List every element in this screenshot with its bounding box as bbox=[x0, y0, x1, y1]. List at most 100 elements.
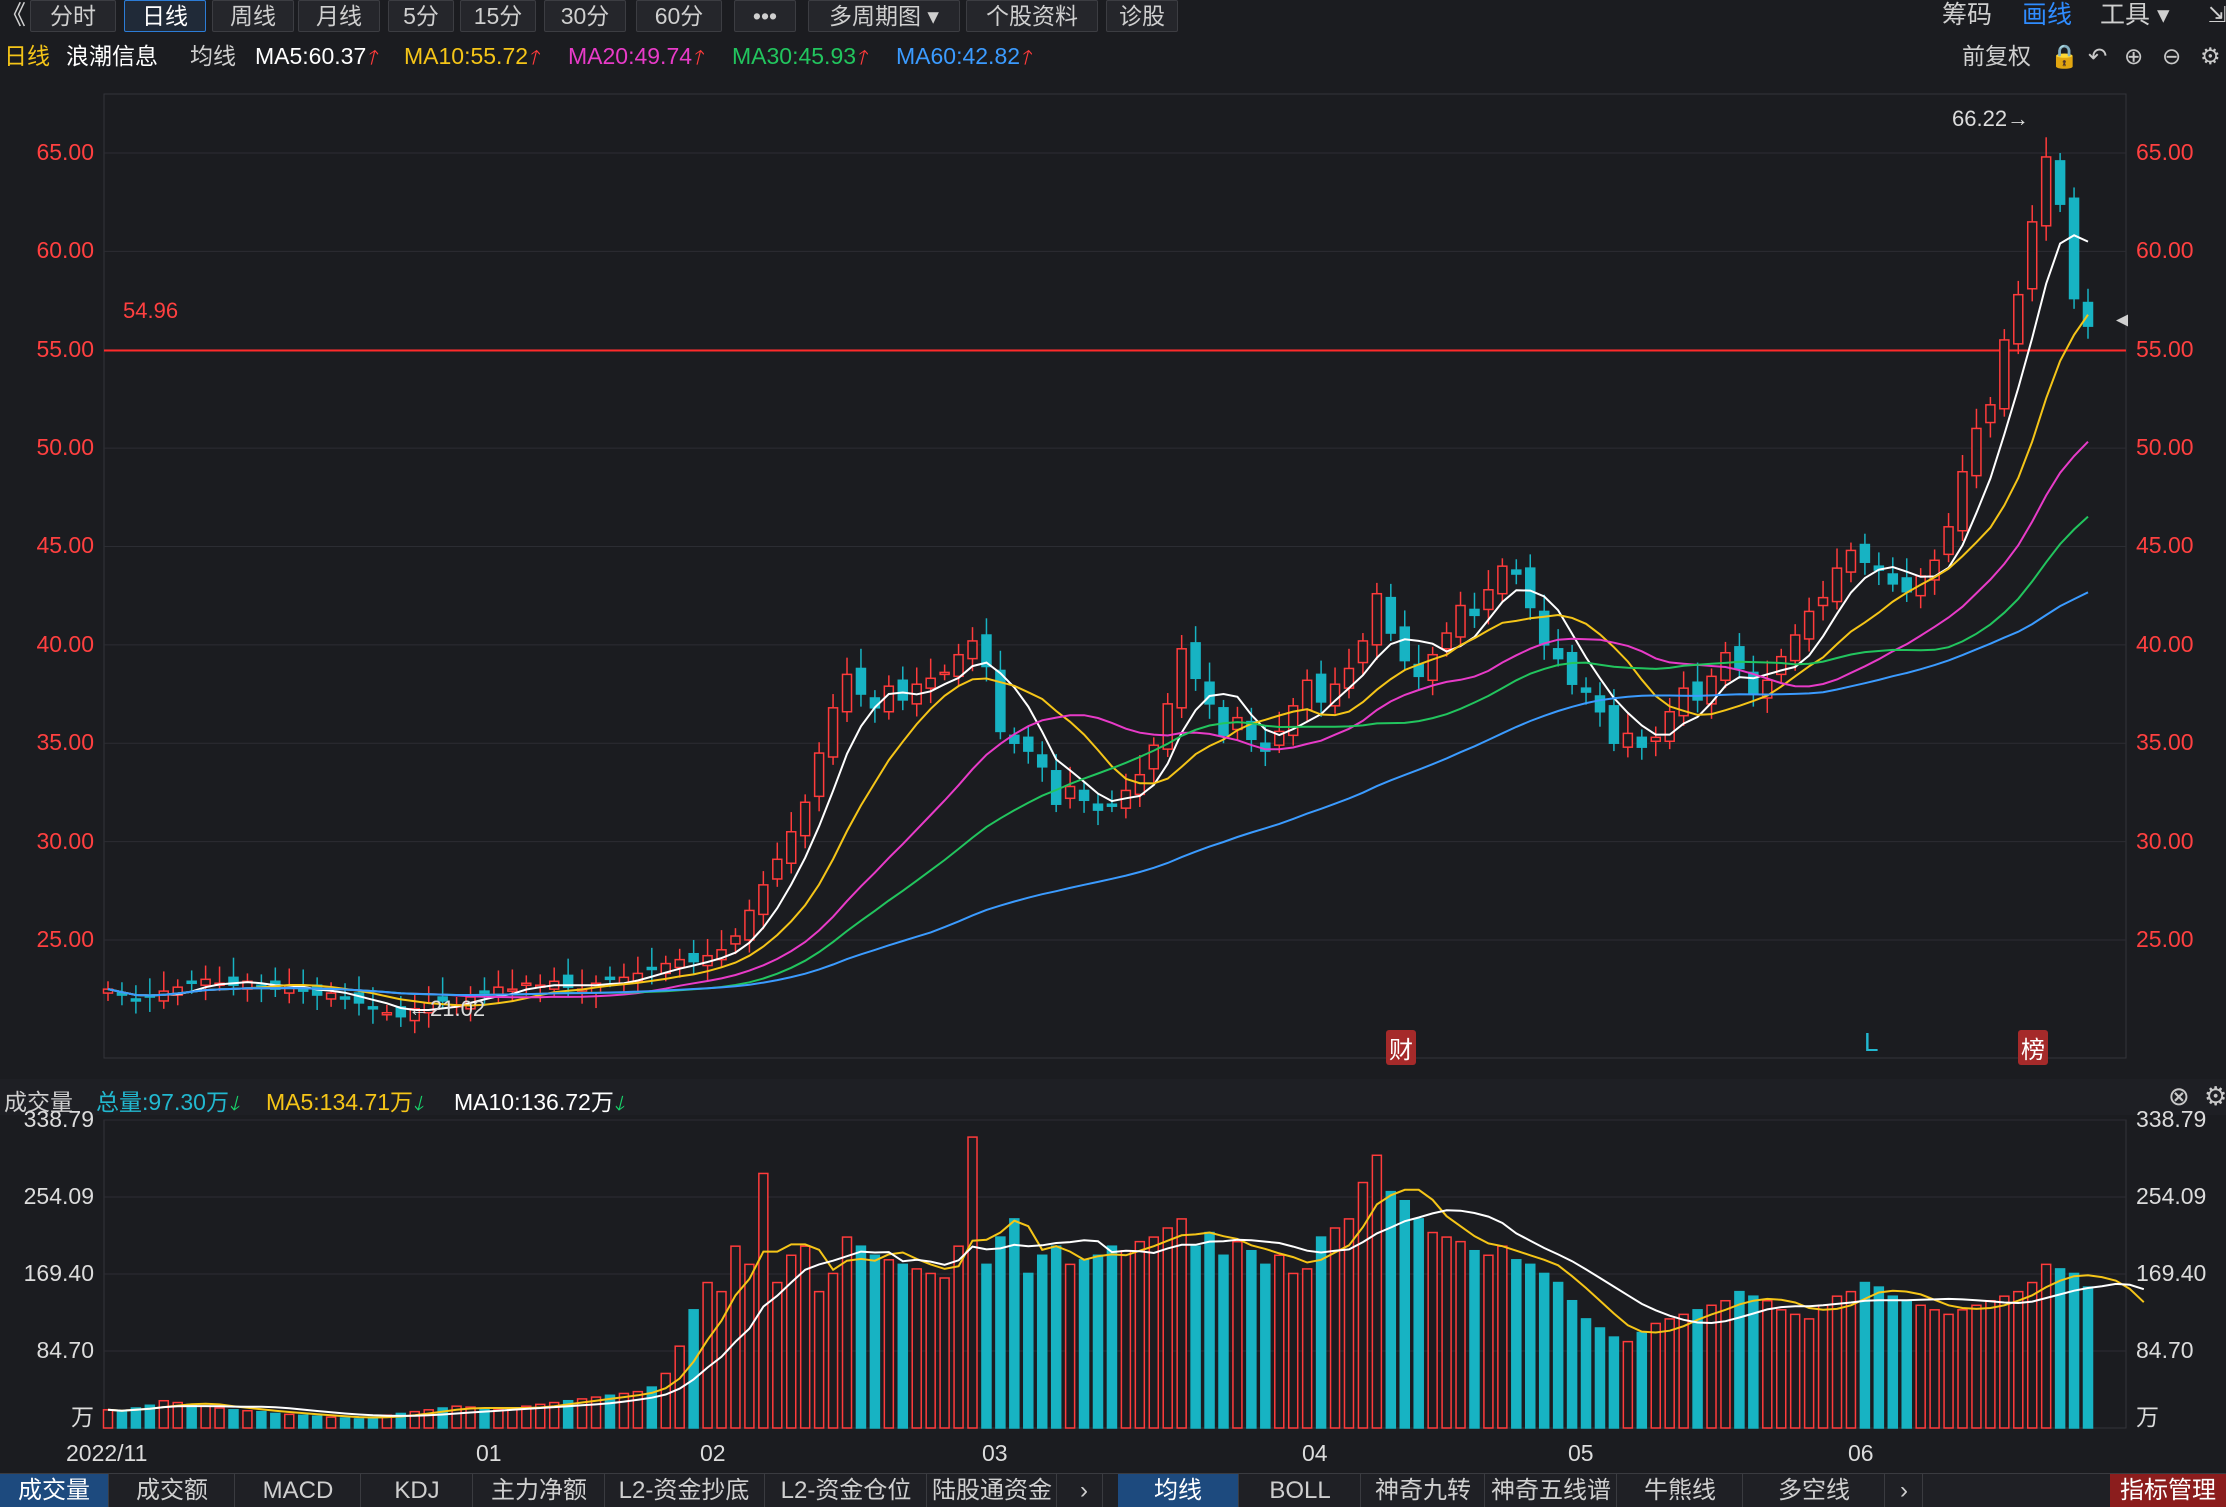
tab-10[interactable]: 个股资料 bbox=[966, 0, 1098, 32]
volume-bar bbox=[1622, 1340, 1634, 1429]
tab-8[interactable]: ••• bbox=[734, 0, 796, 32]
l-mark[interactable]: L bbox=[1864, 1027, 1879, 1057]
candle-body bbox=[367, 1006, 379, 1010]
chip-button[interactable]: 筹码 bbox=[1942, 1, 1993, 29]
tab-9[interactable]: 多周期图 ▾ bbox=[808, 0, 960, 32]
volume-bar bbox=[1371, 1154, 1383, 1429]
volume-bar bbox=[967, 1136, 978, 1429]
overlay-tab-1[interactable]: BOLL bbox=[1240, 1474, 1361, 1507]
indicator-tab-5[interactable]: L2-资金抄底 bbox=[604, 1474, 765, 1507]
volume-bar bbox=[1762, 1299, 1773, 1429]
finance-mark[interactable]: 财 bbox=[1386, 1030, 1416, 1065]
candle-body bbox=[799, 801, 811, 837]
tab-3[interactable]: 月线 bbox=[298, 0, 380, 32]
volume-bar bbox=[493, 1409, 504, 1429]
volume-bar bbox=[1036, 1254, 1048, 1429]
indicator-tab-3[interactable]: KDJ bbox=[362, 1474, 473, 1507]
down-arrow-icon: 🡓 bbox=[413, 1093, 424, 1115]
volume-bar bbox=[855, 1245, 867, 1429]
date-tick: 01 bbox=[476, 1440, 502, 1466]
candle-body bbox=[1092, 803, 1104, 811]
price-tick-right: 60.00 bbox=[2136, 237, 2194, 264]
tab-1[interactable]: 日线 bbox=[124, 0, 206, 32]
candle-body bbox=[1887, 573, 1899, 585]
price-tick-right: 25.00 bbox=[2136, 925, 2194, 952]
undo-icon[interactable]: ↶ bbox=[2088, 43, 2108, 69]
candle-body bbox=[130, 998, 142, 1002]
indicator-tab-6[interactable]: L2-资金仓位 bbox=[766, 1474, 927, 1507]
ma20-line bbox=[107, 441, 2089, 999]
tools-menu[interactable]: 工具 ▾ bbox=[2100, 1, 2170, 29]
tab-11[interactable]: 诊股 bbox=[1106, 0, 1178, 32]
volume-bar bbox=[1803, 1318, 1815, 1429]
candle-body bbox=[1817, 596, 1829, 607]
indicator-tab-0[interactable]: 成交量 bbox=[0, 1474, 109, 1507]
candle-body bbox=[1301, 679, 1313, 711]
chevron-right-icon[interactable]: › bbox=[1886, 1474, 1923, 1507]
tab-0[interactable]: 分时 bbox=[30, 0, 116, 32]
volume-bar bbox=[1971, 1304, 1982, 1429]
volume-bar bbox=[772, 1281, 783, 1429]
candle-body bbox=[1566, 651, 1578, 685]
volume-bar bbox=[897, 1263, 909, 1429]
ma-label[interactable]: 均线 bbox=[190, 43, 236, 69]
candle-body bbox=[507, 988, 518, 992]
candle-body bbox=[758, 884, 769, 916]
volume-bar bbox=[632, 1390, 644, 1429]
settings-icon[interactable]: ⚙ bbox=[2200, 43, 2221, 69]
volume-bar bbox=[130, 1407, 142, 1429]
tab-5[interactable]: 15分 bbox=[460, 0, 536, 32]
candle-body bbox=[1999, 339, 2010, 410]
layout-icon[interactable]: ⇲ bbox=[2208, 2, 2226, 27]
overlay-tab-5[interactable]: 多空线 bbox=[1744, 1474, 1885, 1507]
volume-bar bbox=[590, 1396, 602, 1429]
indicator-tab-4[interactable]: 主力净额 bbox=[474, 1474, 605, 1507]
draw-line-button[interactable]: 画线 bbox=[2022, 1, 2073, 29]
lock-icon[interactable]: 🔒 bbox=[2050, 43, 2079, 69]
overlay-tab-2[interactable]: 神奇九转 bbox=[1362, 1474, 1485, 1507]
volume-bar bbox=[1497, 1245, 1508, 1429]
overlay-tab-0[interactable]: 均线 bbox=[1118, 1474, 1239, 1507]
ranking-mark[interactable]: 榜 bbox=[2018, 1030, 2048, 1065]
volume-bar bbox=[1455, 1240, 1466, 1429]
candle-body bbox=[1901, 577, 1912, 593]
volume-bar bbox=[1232, 1240, 1243, 1429]
close-panel-icon[interactable]: ⊗ bbox=[2168, 1081, 2190, 1111]
volume-bar bbox=[1692, 1309, 1703, 1429]
zoom-out-icon[interactable]: ⊖ bbox=[2162, 43, 2182, 69]
candle-body bbox=[1594, 695, 1606, 713]
tab-4[interactable]: 5分 bbox=[388, 0, 454, 32]
tab-6[interactable]: 30分 bbox=[544, 0, 626, 32]
volume-bar bbox=[939, 1277, 950, 1429]
tab-2[interactable]: 周线 bbox=[212, 0, 294, 32]
zoom-in-icon[interactable]: ⊕ bbox=[2124, 43, 2144, 69]
volume-tick-left: 254.09 bbox=[23, 1183, 94, 1209]
volume-bar bbox=[702, 1281, 713, 1429]
chevron-right-icon[interactable]: › bbox=[1066, 1474, 1103, 1507]
indicator-tab-7[interactable]: 陆股通资金 bbox=[928, 1474, 1057, 1507]
low-label: ←21.02 bbox=[408, 996, 486, 1021]
volume-bar bbox=[1050, 1245, 1062, 1429]
indicator-manager-button[interactable]: 指标管理 bbox=[2110, 1474, 2226, 1507]
indicator-tab-2[interactable]: MACD bbox=[236, 1474, 361, 1507]
candle-body bbox=[1608, 705, 1620, 744]
panel-settings-icon[interactable]: ⚙ bbox=[2204, 1081, 2226, 1111]
overlay-tab-3[interactable]: 神奇五线谱 bbox=[1486, 1474, 1617, 1507]
candle-body bbox=[1204, 681, 1215, 705]
volume-bar bbox=[1678, 1313, 1689, 1429]
tab-7[interactable]: 60分 bbox=[636, 0, 722, 32]
volume-bar bbox=[242, 1409, 253, 1429]
candle-body bbox=[228, 976, 239, 986]
down-arrow-icon: 🡓 bbox=[228, 1093, 240, 1115]
candle-body bbox=[772, 858, 783, 880]
overlay-tab-4[interactable]: 牛熊线 bbox=[1618, 1474, 1743, 1507]
candle-body bbox=[1803, 610, 1815, 640]
adjust-button[interactable]: 前复权 bbox=[1962, 43, 2031, 69]
volume-bar bbox=[465, 1406, 476, 1429]
volume-bar bbox=[1706, 1304, 1717, 1429]
indicator-tab-1[interactable]: 成交额 bbox=[110, 1474, 235, 1507]
volume-bar bbox=[311, 1415, 323, 1429]
volume-bar bbox=[1190, 1245, 1201, 1429]
volume-bar bbox=[144, 1404, 156, 1429]
